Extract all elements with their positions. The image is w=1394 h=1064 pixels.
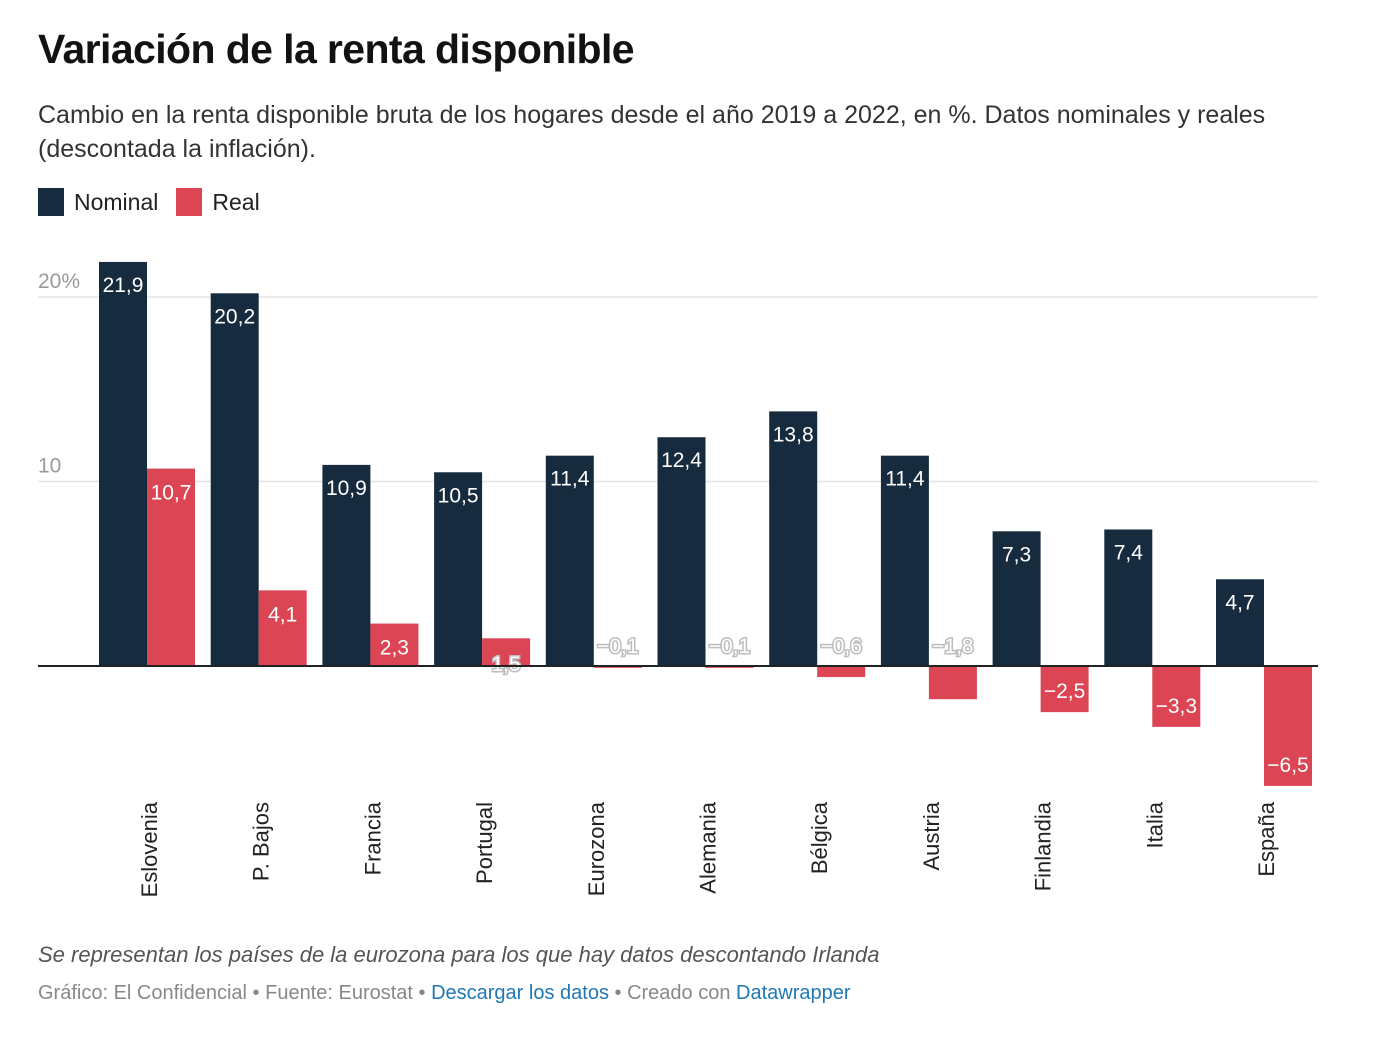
credit-text: Gráfico: El Confidencial • Fuente: Euros…: [38, 982, 432, 1004]
bar-nominal-b-lgica: [769, 411, 818, 666]
bar-nominal-finlandia: [992, 531, 1041, 666]
legend-swatch-real: [176, 188, 203, 216]
legend-label-nominal: Nominal: [74, 188, 159, 215]
label-nominal-alemania: 12,4: [661, 449, 702, 472]
label-nominal-b-lgica: 13,8: [773, 423, 814, 446]
bar-real-portugal: [482, 638, 531, 666]
label-nominal-espa-a: 4,7: [1225, 591, 1254, 614]
label-real-austria: −1,8: [932, 635, 973, 658]
bar-real-austria: [928, 666, 977, 700]
bar-real-espa-a: [1264, 666, 1312, 786]
x-tick-label-austria: Austria: [919, 801, 944, 870]
label-nominal-eurozona: 11,4: [550, 468, 590, 491]
label-real-b-lgica: −0,6: [820, 635, 861, 658]
x-tick-label-p-bajos: P. Bajos: [249, 802, 274, 881]
legend-swatch-nominal: [38, 188, 64, 216]
download-data-link[interactable]: Descargar los datos: [431, 982, 609, 1004]
chart-subtitle: Cambio en la renta disponible bruta de l…: [38, 101, 1266, 163]
bar-real-italia: [1152, 666, 1201, 727]
label-real-alemania: −0,1: [709, 635, 750, 658]
bar-nominal-eurozona: [545, 455, 594, 666]
label-nominal-p-bajos: 20,2: [214, 305, 255, 328]
bar-nominal-espa-a: [1216, 579, 1264, 666]
label-nominal-finlandia: 7,3: [1002, 543, 1031, 566]
bar-chart: 20% 10 21,9 10,7 Eslovenia 20,2 4,1 P. Bajos 10,…: [38, 261, 1318, 897]
label-nominal-portugal: 10,5: [438, 484, 479, 507]
label-nominal-eslovenia: 21,9: [103, 274, 144, 297]
bar-nominal-p-bajos: [210, 293, 259, 666]
bar-nominal-eslovenia: [99, 261, 147, 666]
chart-note: Se representan los países de la eurozona…: [38, 942, 880, 967]
label-real-francia: 2,3: [380, 637, 409, 660]
label-nominal-francia: 10,9: [326, 477, 367, 500]
created-with-text: • Creado con: [608, 982, 737, 1004]
legend: Nominal Real: [38, 188, 278, 216]
label-real-finlandia: −2,5: [1044, 680, 1085, 703]
x-tick-label-portugal: Portugal: [472, 802, 497, 884]
datawrapper-link[interactable]: Datawrapper: [736, 982, 851, 1004]
label-nominal-austria: 11,4: [885, 468, 925, 491]
bar-real-eslovenia: [147, 468, 195, 666]
x-tick-label-eurozona: Eurozona: [584, 801, 609, 896]
y-tick-label-0: 20%: [38, 270, 80, 293]
bar-real-p-bajos: [258, 590, 307, 666]
label-real-italia: −3,3: [1156, 695, 1197, 718]
x-tick-label-espa-a: España: [1254, 801, 1279, 876]
x-tick-label-finlandia: Finlandia: [1031, 801, 1056, 891]
legend-item-real: Real: [176, 188, 260, 216]
bar-real-francia: [370, 623, 419, 666]
x-tick-label-eslovenia: Eslovenia: [137, 801, 162, 897]
label-nominal-italia: 7,4: [1114, 541, 1144, 564]
chart-footer: Gráfico: El Confidencial • Fuente: Euros…: [38, 982, 851, 1005]
x-tick-label-italia: Italia: [1142, 801, 1167, 848]
label-real-p-bajos: 4,1: [268, 603, 297, 626]
x-tick-label-francia: Francia: [360, 801, 385, 875]
label-real-espa-a: −6,5: [1267, 754, 1308, 777]
bar-nominal-portugal: [434, 472, 483, 666]
bar-nominal-austria: [880, 455, 929, 666]
x-tick-label-b-lgica: Bélgica: [807, 801, 832, 874]
chart-title: Variación de la renta disponible: [38, 26, 635, 72]
bar-nominal-italia: [1104, 529, 1153, 666]
label-real-eurozona: −0,1: [597, 635, 638, 658]
bar-real-finlandia: [1040, 666, 1089, 713]
x-tick-label-alemania: Alemania: [696, 801, 721, 893]
bar-nominal-alemania: [657, 437, 706, 666]
label-real-eslovenia: 10,7: [151, 482, 192, 505]
label-real-portugal: 1,5: [491, 653, 520, 676]
bar-real-b-lgica: [817, 666, 866, 678]
y-tick-label-1: 10: [38, 455, 61, 478]
bar-nominal-francia: [322, 464, 371, 666]
legend-item-nominal: Nominal: [38, 188, 158, 216]
legend-label-real: Real: [212, 188, 260, 215]
